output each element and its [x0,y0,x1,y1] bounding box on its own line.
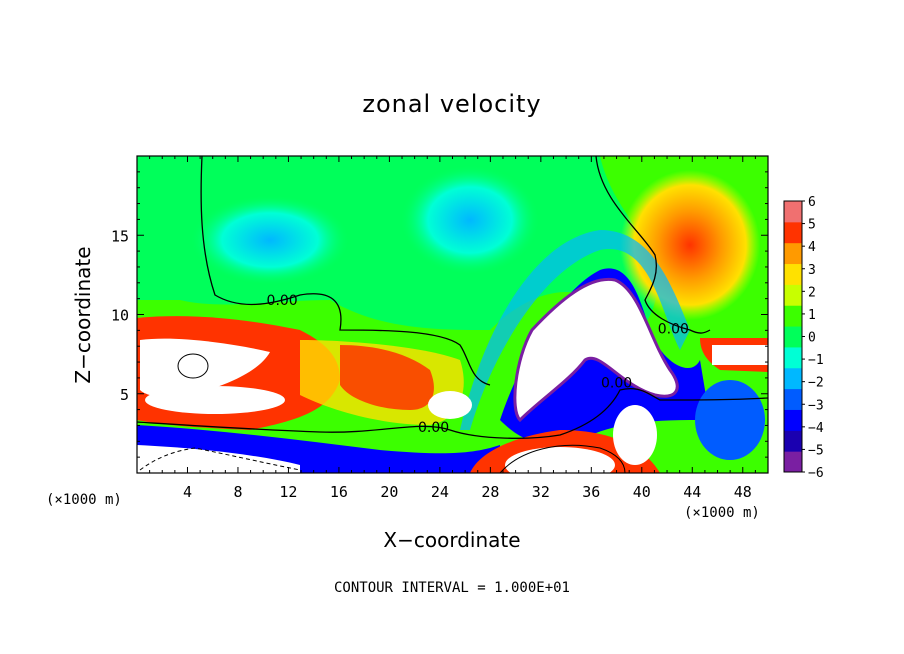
y-axis-title: Z−coordinate [71,246,95,383]
field-white-blob [513,277,679,423]
x-tick-label: 16 [330,483,348,501]
contour-label: 0.00 [267,293,298,309]
y-axis-ticks: 5 10 15 [111,171,768,458]
zero-contour-right [595,156,711,334]
x-tick-label: 44 [683,483,701,501]
colorbar-swatch [784,367,802,390]
x-tick-label: 32 [532,483,550,501]
field-red-mid [340,345,434,410]
field-cyan-blob-2 [400,165,540,275]
colorbar-swatch [784,284,802,306]
x-axis-ticks: 4 8 12 16 20 24 28 32 36 40 44 48 [149,156,756,501]
contour-label: 0.00 [418,420,449,436]
zero-contour-upper [200,156,491,386]
colorbar-swatch [784,451,802,473]
colorbar: 6 5 4 3 2 1 0 −1 −2 −3 −4 −5 −6 [783,195,824,481]
contour-negative-dashed [139,447,301,471]
colorbar-tick-label: 0 [808,331,816,346]
x-tick-label: 40 [633,483,651,501]
y-tick-label: 5 [120,386,129,404]
field-cyan-ridge [460,230,690,430]
x-axis-title: X−coordinate [383,528,520,552]
colorbar-swatch [784,221,802,244]
colorbar-tick-label: 3 [808,263,816,278]
y-tick-label: 15 [111,227,129,245]
colorbar-swatch [784,263,802,285]
field-layer [137,156,768,473]
colorbar-swatch [784,242,802,265]
colorbar-tick-label: 6 [808,195,816,210]
field-white-mid [428,391,472,419]
colorbar-swatch [784,409,802,431]
x-tick-label: 24 [431,483,449,501]
field-white-bottom-right [505,447,615,473]
zero-contour-lower [137,388,768,439]
x-tick-label: 28 [481,483,499,501]
colorbar-tick-label: 4 [808,240,816,255]
colorbar-tick-label: −4 [808,421,824,436]
colorbar-tick-label: 1 [808,308,816,323]
contour-label: 0.00 [601,375,632,391]
colorbar-tick-label: −6 [808,466,824,481]
x-unit-label-right: (×1000 m) [684,505,760,521]
colorbar-swatch [784,326,802,348]
contour-left-loop [177,353,209,379]
colorbar-tick-label: −2 [808,376,824,391]
colorbar-swatch [784,388,802,410]
colorbar-tick-label: −1 [808,353,824,368]
contour-label: 0.00 [658,322,689,338]
x-tick-label: 20 [380,483,398,501]
colorbar-tick-label: −5 [808,443,824,458]
colorbar-tick-label: 5 [808,218,816,233]
field-white-left [140,338,270,398]
x-unit-label-left: (×1000 m) [46,492,122,508]
field-cyan-blob [190,195,350,285]
field-white-right-shelf [712,345,768,365]
chart-title: zonal velocity [362,90,541,118]
x-tick-label: 8 [233,483,242,501]
colorbar-swatch [784,430,802,452]
colorbar-swatch [784,201,802,223]
colorbar-swatch [784,305,802,327]
field-white-left-2 [145,386,285,414]
contour-interval-note: CONTOUR INTERVAL = 1.000E+01 [334,580,570,596]
colorbar-tick-label: −3 [808,398,824,413]
field-white-bottom-left [137,445,300,473]
colorbar-tick-label: 2 [808,285,816,300]
x-tick-label: 4 [183,483,192,501]
contour-labels: 0.00 0.00 0.00 0.00 [267,293,689,436]
x-tick-label: 48 [734,483,752,501]
field-white-bottom-right-2 [613,405,657,465]
field-blue-right-lower [695,380,765,460]
x-tick-label: 36 [582,483,600,501]
contour-bottom-right [499,444,626,473]
colorbar-swatch [784,346,802,369]
x-tick-label: 12 [279,483,297,501]
y-tick-label: 10 [111,307,129,325]
